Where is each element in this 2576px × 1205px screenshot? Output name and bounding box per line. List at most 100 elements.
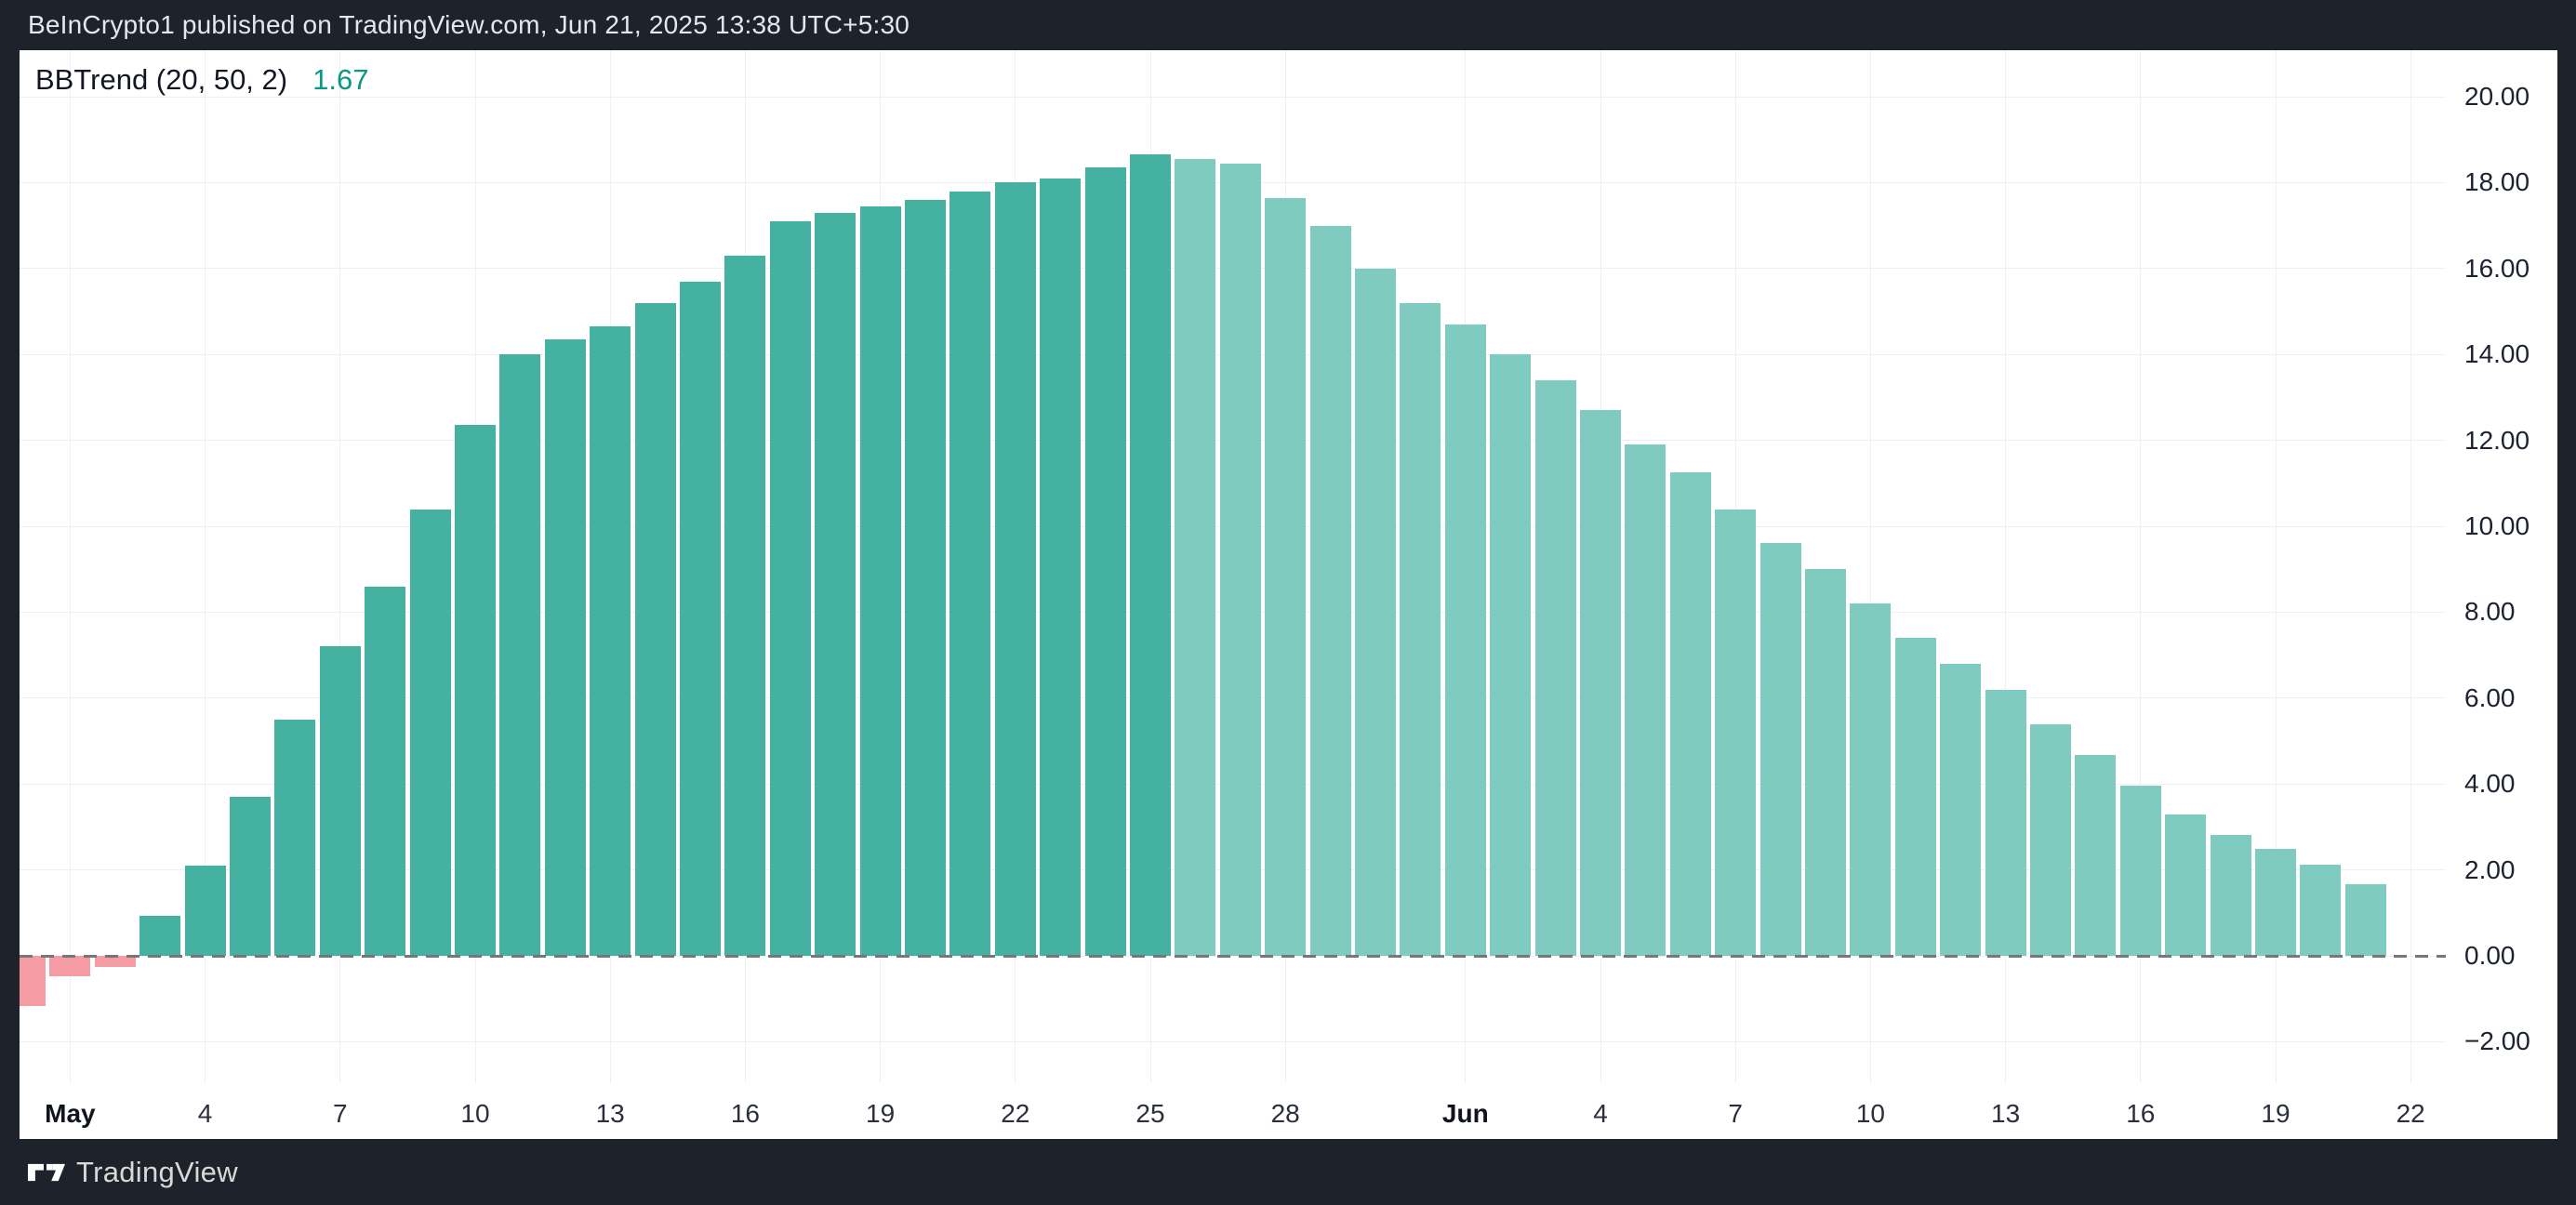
x-axis-tick-label: 19: [866, 1099, 896, 1128]
bbtrend-bar: [230, 797, 271, 956]
x-axis-tick-label: 10: [460, 1099, 490, 1128]
bbtrend-bar: [1219, 163, 1261, 956]
bbtrend-bar: [319, 646, 361, 956]
bbtrend-bar: [1850, 603, 1892, 956]
x-axis-tick-label: 4: [197, 1099, 213, 1128]
bbtrend-bar: [94, 956, 136, 967]
bbtrend-bar: [1759, 543, 1801, 956]
y-axis-tick-label: 20.00: [2464, 82, 2530, 111]
bbtrend-bar: [634, 302, 676, 956]
indicator-title: BBTrend (20, 50, 2): [35, 63, 288, 96]
bbtrend-bar: [365, 586, 406, 956]
bbtrend-bar: [680, 281, 721, 956]
bbtrend-bar: [544, 339, 586, 956]
bbtrend-bar: [184, 865, 226, 956]
y-axis-tick-label: 0.00: [2464, 941, 2516, 970]
zero-baseline: [20, 955, 2446, 958]
x-axis-tick-label: 7: [1728, 1099, 1743, 1128]
x-gridline: [1869, 50, 1871, 1083]
bbtrend-bar: [2344, 883, 2386, 956]
bbtrend-bar: [1715, 509, 1757, 956]
bbtrend-bar: [1490, 354, 1532, 956]
x-axis-tick-label: 22: [2396, 1099, 2425, 1128]
bbtrend-bar: [1940, 663, 1982, 956]
bbtrend-bar: [1040, 178, 1082, 956]
bbtrend-bar: [1400, 302, 1441, 956]
x-axis-tick-label: 19: [2261, 1099, 2291, 1128]
bbtrend-bar: [2255, 848, 2296, 956]
y-axis-tick-label: 8.00: [2464, 597, 2516, 627]
bbtrend-bar: [2210, 834, 2251, 956]
x-axis-tick-label: 16: [2126, 1099, 2156, 1128]
x-gridline: [2140, 50, 2142, 1083]
bbtrend-bar: [1805, 569, 1846, 956]
bbtrend-bar: [2030, 723, 2071, 956]
bbtrend-bar: [499, 354, 541, 956]
x-gridline: [2410, 50, 2411, 1083]
y-axis-tick-label: −2.00: [2464, 1026, 2530, 1056]
x-axis-tick-label: 13: [595, 1099, 625, 1128]
x-axis-tick-label: Jun: [1441, 1099, 1489, 1128]
y-gridline: [20, 1040, 2446, 1042]
indicator-legend: BBTrend (20, 50, 2) 1.67: [35, 63, 368, 97]
x-gridline: [339, 50, 341, 1083]
x-axis-tick-label: 25: [1135, 1099, 1165, 1128]
bbtrend-bar: [1894, 638, 1936, 956]
bbtrend-bar: [1534, 379, 1576, 956]
bbtrend-bar: [274, 719, 316, 956]
bbtrend-bar: [20, 956, 46, 1007]
publication-header: BeInCrypto1 published on TradingView.com…: [0, 0, 2576, 50]
x-axis-tick-label: 10: [1855, 1099, 1885, 1128]
y-axis-tick-label: 12.00: [2464, 425, 2530, 455]
bbtrend-bar: [1084, 167, 1126, 956]
bbtrend-bar: [1130, 154, 1171, 956]
y-axis-tick-label: 18.00: [2464, 167, 2530, 197]
bbtrend-bar: [1175, 158, 1216, 956]
x-axis-tick-label: 22: [1001, 1099, 1030, 1128]
bbtrend-bar: [590, 326, 631, 956]
y-axis-tick-label: 2.00: [2464, 854, 2516, 884]
footer-brand-label: TradingView: [76, 1155, 238, 1188]
x-gridline: [2275, 50, 2277, 1083]
y-gridline: [20, 96, 2446, 98]
bbtrend-bar: [2300, 865, 2342, 956]
chart-panel: 20.00 18.00 16.00 14.00 12.00 10.00 8.00 6.00 4.…: [20, 50, 2557, 1139]
publication-text: BeInCrypto1 published on TradingView.com…: [28, 10, 910, 39]
x-gridline: [69, 50, 71, 1083]
y-axis-tick-label: 14.00: [2464, 339, 2530, 369]
x-gridline: [205, 50, 206, 1083]
bbtrend-bar: [1309, 225, 1351, 956]
bbtrend-bar: [1580, 410, 1621, 956]
x-axis-tick-label: 13: [1991, 1099, 2021, 1128]
y-axis-tick-label: 4.00: [2464, 769, 2516, 799]
chart-plot-area[interactable]: [20, 50, 2446, 1139]
bbtrend-bar: [1669, 472, 1711, 956]
x-gridline: [2005, 50, 2007, 1083]
y-axis-tick-label: 16.00: [2464, 253, 2530, 283]
y-axis-tick-label: 6.00: [2464, 682, 2516, 712]
bbtrend-bar: [455, 425, 496, 956]
footer-bar: TradingView: [0, 1139, 2576, 1205]
x-axis-tick-label: May: [45, 1099, 96, 1128]
bbtrend-bar: [905, 199, 946, 956]
bbtrend-bar: [49, 956, 91, 977]
bbtrend-bar: [2075, 755, 2117, 956]
bbtrend-bar: [139, 916, 181, 956]
bbtrend-bar: [1355, 268, 1396, 956]
bbtrend-bar: [2119, 786, 2161, 956]
bbtrend-bar: [724, 255, 766, 956]
y-axis-tick-label: 10.00: [2464, 511, 2530, 540]
x-axis-tick-label: 28: [1270, 1099, 1300, 1128]
bbtrend-bar: [1444, 324, 1486, 956]
bbtrend-bar: [409, 509, 451, 956]
bbtrend-bar: [769, 220, 811, 956]
bbtrend-bar: [859, 205, 901, 956]
tradingview-logo-icon[interactable]: [28, 1161, 65, 1184]
bbtrend-bar: [949, 191, 991, 956]
x-axis-tick-label: 4: [1593, 1099, 1608, 1128]
bbtrend-bar: [1985, 689, 2026, 956]
indicator-value: 1.67: [312, 63, 369, 96]
bbtrend-bar: [994, 182, 1036, 956]
bbtrend-bar: [1625, 444, 1666, 956]
bbtrend-bar: [815, 212, 856, 956]
